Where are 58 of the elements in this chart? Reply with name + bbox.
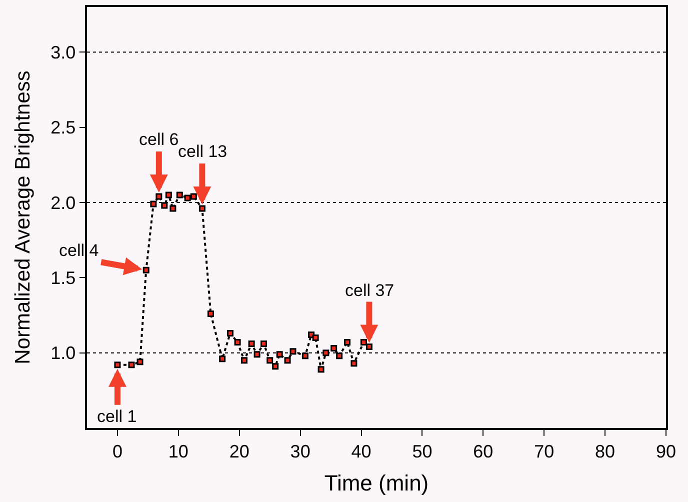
point (142, 266, 150, 274)
point (272, 363, 279, 370)
point (284, 357, 291, 364)
point (318, 366, 324, 373)
point (254, 351, 260, 358)
annotation: cell 1 (97, 407, 137, 426)
point (128, 362, 135, 368)
point (350, 360, 358, 367)
point (276, 351, 283, 358)
x-tick-label: 70 (534, 441, 554, 462)
x-tick-label: 50 (412, 441, 432, 462)
point (302, 352, 308, 360)
y-tick-label: 1.5 (50, 268, 76, 288)
x-tick-label: 30 (290, 441, 310, 462)
annotation: cell 37 (345, 281, 394, 300)
x-tick-label: 60 (473, 441, 494, 462)
point (207, 310, 214, 317)
x-tick-label: 40 (351, 441, 372, 462)
point (234, 339, 241, 346)
y-tick-label: 2.0 (50, 192, 76, 213)
point (190, 193, 197, 200)
x-tick-label: 20 (229, 441, 250, 462)
x-tick-label: 10 (168, 441, 188, 462)
point (330, 345, 338, 352)
point (136, 358, 144, 366)
point (336, 352, 343, 360)
point (344, 339, 350, 346)
point (114, 362, 121, 368)
point (161, 202, 168, 209)
point (156, 193, 162, 200)
point (240, 357, 248, 364)
point (226, 330, 234, 337)
point (260, 340, 267, 348)
point (290, 348, 296, 355)
x-tick-label: 90 (656, 441, 676, 462)
y-tick-label: 2.5 (50, 118, 76, 138)
point (219, 356, 226, 362)
point (312, 334, 319, 342)
annotation: cell 6 (139, 130, 179, 149)
y-axis-title: Normalized Average Brightness (11, 70, 34, 364)
point (322, 350, 330, 356)
point (366, 344, 372, 350)
point (198, 205, 206, 212)
point (248, 340, 255, 348)
x-axis-title: Time (min) (324, 470, 429, 496)
annotation: cell 13 (178, 142, 228, 161)
y-tick-label: 1.0 (50, 343, 76, 364)
point (266, 357, 274, 364)
y-tick-label: 3.0 (50, 42, 76, 62)
point (150, 200, 157, 208)
point (170, 205, 176, 212)
point (165, 192, 172, 198)
point (360, 339, 367, 346)
x-tick-label: 80 (595, 441, 616, 462)
x-tick-label: 0 (112, 441, 122, 462)
point (176, 192, 183, 198)
annotation: cell 4 (59, 241, 99, 260)
point (184, 194, 191, 202)
